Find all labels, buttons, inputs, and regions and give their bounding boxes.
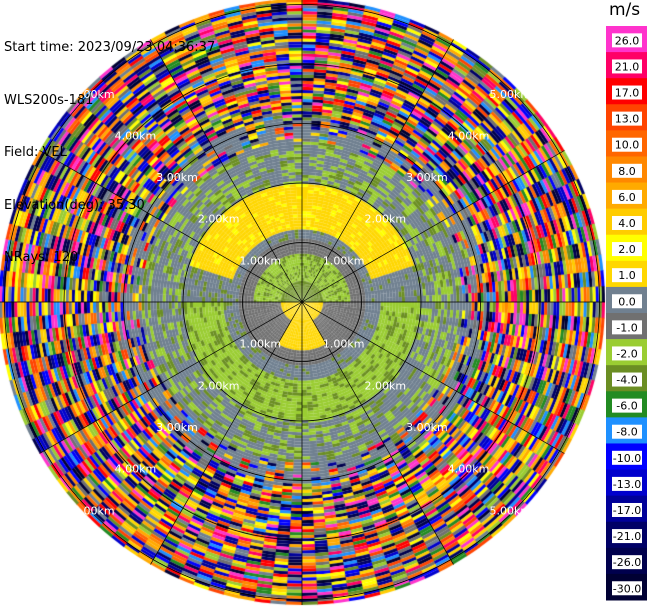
colorbar-tick-label: -8.0: [616, 426, 637, 439]
colorbar-tick-bg: [612, 320, 642, 335]
start-time-label: Start time: 2023/09/23 04:36:37: [4, 40, 216, 55]
colorbar-tick-label: -17.0: [613, 504, 641, 517]
colorbar-tick-label: -10.0: [613, 452, 641, 465]
colorbar-tick-label: 2.0: [618, 243, 636, 256]
colorbar-tick-bg: [612, 581, 642, 596]
range-ring-label: 2.00km: [198, 213, 240, 226]
colorbar-tick-bg: [612, 33, 642, 48]
range-ring-label: 1.00km: [323, 254, 365, 267]
colorbar-tick-bg: [612, 450, 642, 465]
colorbar-tick-bg: [612, 85, 642, 100]
colorbar-tick-bg: [612, 163, 642, 178]
range-ring-label: 4.00km: [115, 463, 157, 476]
azimuth-spoke: [150, 301, 303, 565]
colorbar-tick-label: -13.0: [613, 478, 641, 491]
colorbar-tick-bg: [612, 189, 642, 204]
colorbar-tick-bg: [612, 372, 642, 387]
colorbar-tick-bg: [612, 59, 642, 74]
scan-info: Start time: 2023/09/23 04:36:37 WLS200s-…: [4, 4, 215, 284]
colorbar-tick-label: 8.0: [618, 165, 636, 178]
range-ring-label: 1.00km: [240, 254, 282, 267]
range-ring-label: 4.00km: [448, 129, 490, 142]
range-ring-label: 3.00km: [406, 421, 448, 434]
range-ring-label: 5.00km: [489, 504, 531, 517]
field-label: Field: VEL: [4, 145, 67, 160]
range-ring-label: 3.00km: [406, 171, 448, 184]
colorbar-tick-label: 21.0: [615, 60, 640, 73]
colorbar-unit: m/s: [609, 0, 641, 20]
range-ring-label: 5.00km: [489, 88, 531, 101]
colorbar-tick-label: -4.0: [616, 374, 637, 387]
colorbar-tick-label: -1.0: [616, 321, 637, 334]
range-ring-label: 1.00km: [323, 338, 365, 351]
range-ring-label: 2.00km: [365, 213, 407, 226]
range-ring-label: 2.00km: [198, 379, 240, 392]
colorbar-tick-bg: [612, 111, 642, 126]
colorbar-tick-bg: [612, 529, 642, 544]
range-ring-label: 3.00km: [156, 171, 198, 184]
elevation-label: Elevation(deg): 35.30: [4, 197, 145, 213]
range-ring-label: 4.00km: [115, 129, 157, 142]
colorbar-tick-bg: [612, 346, 642, 361]
azimuth-spoke: [39, 301, 303, 454]
colorbar-tick-bg: [612, 294, 642, 309]
colorbar-tick-bg: [612, 476, 642, 491]
colorbar-tick-label: -6.0: [616, 400, 637, 413]
colorbar-tick-label: 0.0: [618, 295, 636, 308]
range-ring-label: 5.00km: [73, 88, 115, 101]
colorbar-tick-label: -2.0: [616, 347, 637, 360]
colorbar-tick-bg: [612, 424, 642, 439]
range-ring-label: 1.00km: [240, 338, 282, 351]
azimuth-spoke: [150, 39, 303, 303]
colorbar-tick-bg: [612, 268, 642, 283]
colorbar-tick-label: 4.0: [618, 217, 636, 230]
colorbar-tick-label: 17.0: [615, 87, 640, 100]
instrument-label: WLS200s-181: [4, 92, 94, 108]
range-ring-label: 4.00km: [448, 463, 490, 476]
nrays-label: NRays: 120: [4, 250, 79, 265]
colorbar-tick-label: -21.0: [613, 530, 641, 543]
colorbar-tick-bg: [612, 502, 642, 517]
colorbar-tick-label: 26.0: [615, 34, 640, 47]
colorbar-tick-label: 6.0: [618, 191, 636, 204]
colorbar: 26.0 21.0 17.0 13.0 10.0 8.0 6.0 4.0 2.0 1.0 0.0 -1…: [606, 26, 647, 601]
range-ring-label: 5.00km: [73, 504, 115, 517]
colorbar-tick-bg: [612, 215, 642, 230]
azimuth-spoke: [301, 39, 454, 303]
colorbar-tick-bg: [612, 137, 642, 152]
colorbar-tick-bg: [612, 398, 642, 413]
range-ring-label: 3.00km: [156, 421, 198, 434]
colorbar-tick-label: 13.0: [615, 113, 640, 126]
colorbar-tick-label: -30.0: [613, 582, 641, 595]
colorbar-tick-bg: [612, 242, 642, 257]
azimuth-spoke: [301, 150, 565, 303]
colorbar-tick-bg: [612, 555, 642, 570]
azimuth-spoke: [301, 301, 565, 454]
colorbar-tick-label: -26.0: [613, 556, 641, 569]
azimuth-spoke: [301, 301, 454, 565]
colorbar-tick-label: 10.0: [615, 139, 640, 152]
colorbar-tick-label: 1.0: [618, 269, 636, 282]
azimuth-spoke: [39, 150, 303, 303]
range-ring-label: 2.00km: [365, 379, 407, 392]
